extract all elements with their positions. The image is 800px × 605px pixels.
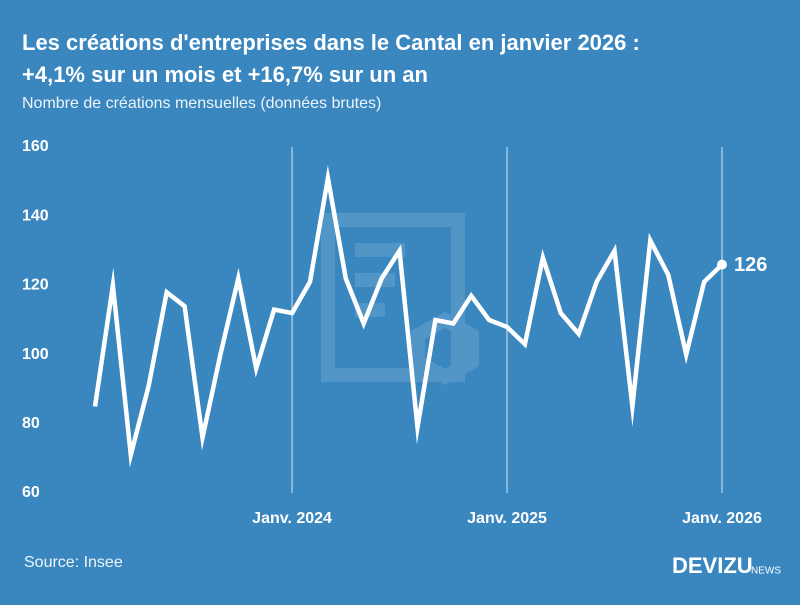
y-tick-label: 100 bbox=[22, 346, 49, 363]
brand-suffix: NEWS bbox=[751, 566, 781, 577]
chart-title: Les créations d'entreprises dans le Cant… bbox=[22, 30, 640, 55]
y-tick-label: 60 bbox=[22, 484, 40, 501]
end-point bbox=[717, 259, 727, 270]
y-tick-label: 160 bbox=[22, 138, 49, 155]
watermark bbox=[321, 213, 479, 386]
line bbox=[92, 165, 724, 468]
brand: DEVIZU bbox=[672, 553, 753, 578]
x-tick-label: Janv. 2026 bbox=[682, 510, 762, 527]
y-tick-label: 80 bbox=[22, 415, 40, 432]
end-label: 126 bbox=[734, 254, 767, 276]
source: Source: Insee bbox=[24, 554, 123, 571]
x-tick-label: Janv. 2024 bbox=[252, 510, 332, 527]
x-tick-label: Janv. 2025 bbox=[467, 510, 547, 527]
y-tick-label: 120 bbox=[22, 277, 49, 294]
chart-subtitle: Nombre de créations mensuelles (données … bbox=[22, 95, 381, 112]
y-tick-label: 140 bbox=[22, 207, 49, 224]
chart-title: +4,1% sur un mois et +16,7% sur un an bbox=[22, 62, 428, 87]
